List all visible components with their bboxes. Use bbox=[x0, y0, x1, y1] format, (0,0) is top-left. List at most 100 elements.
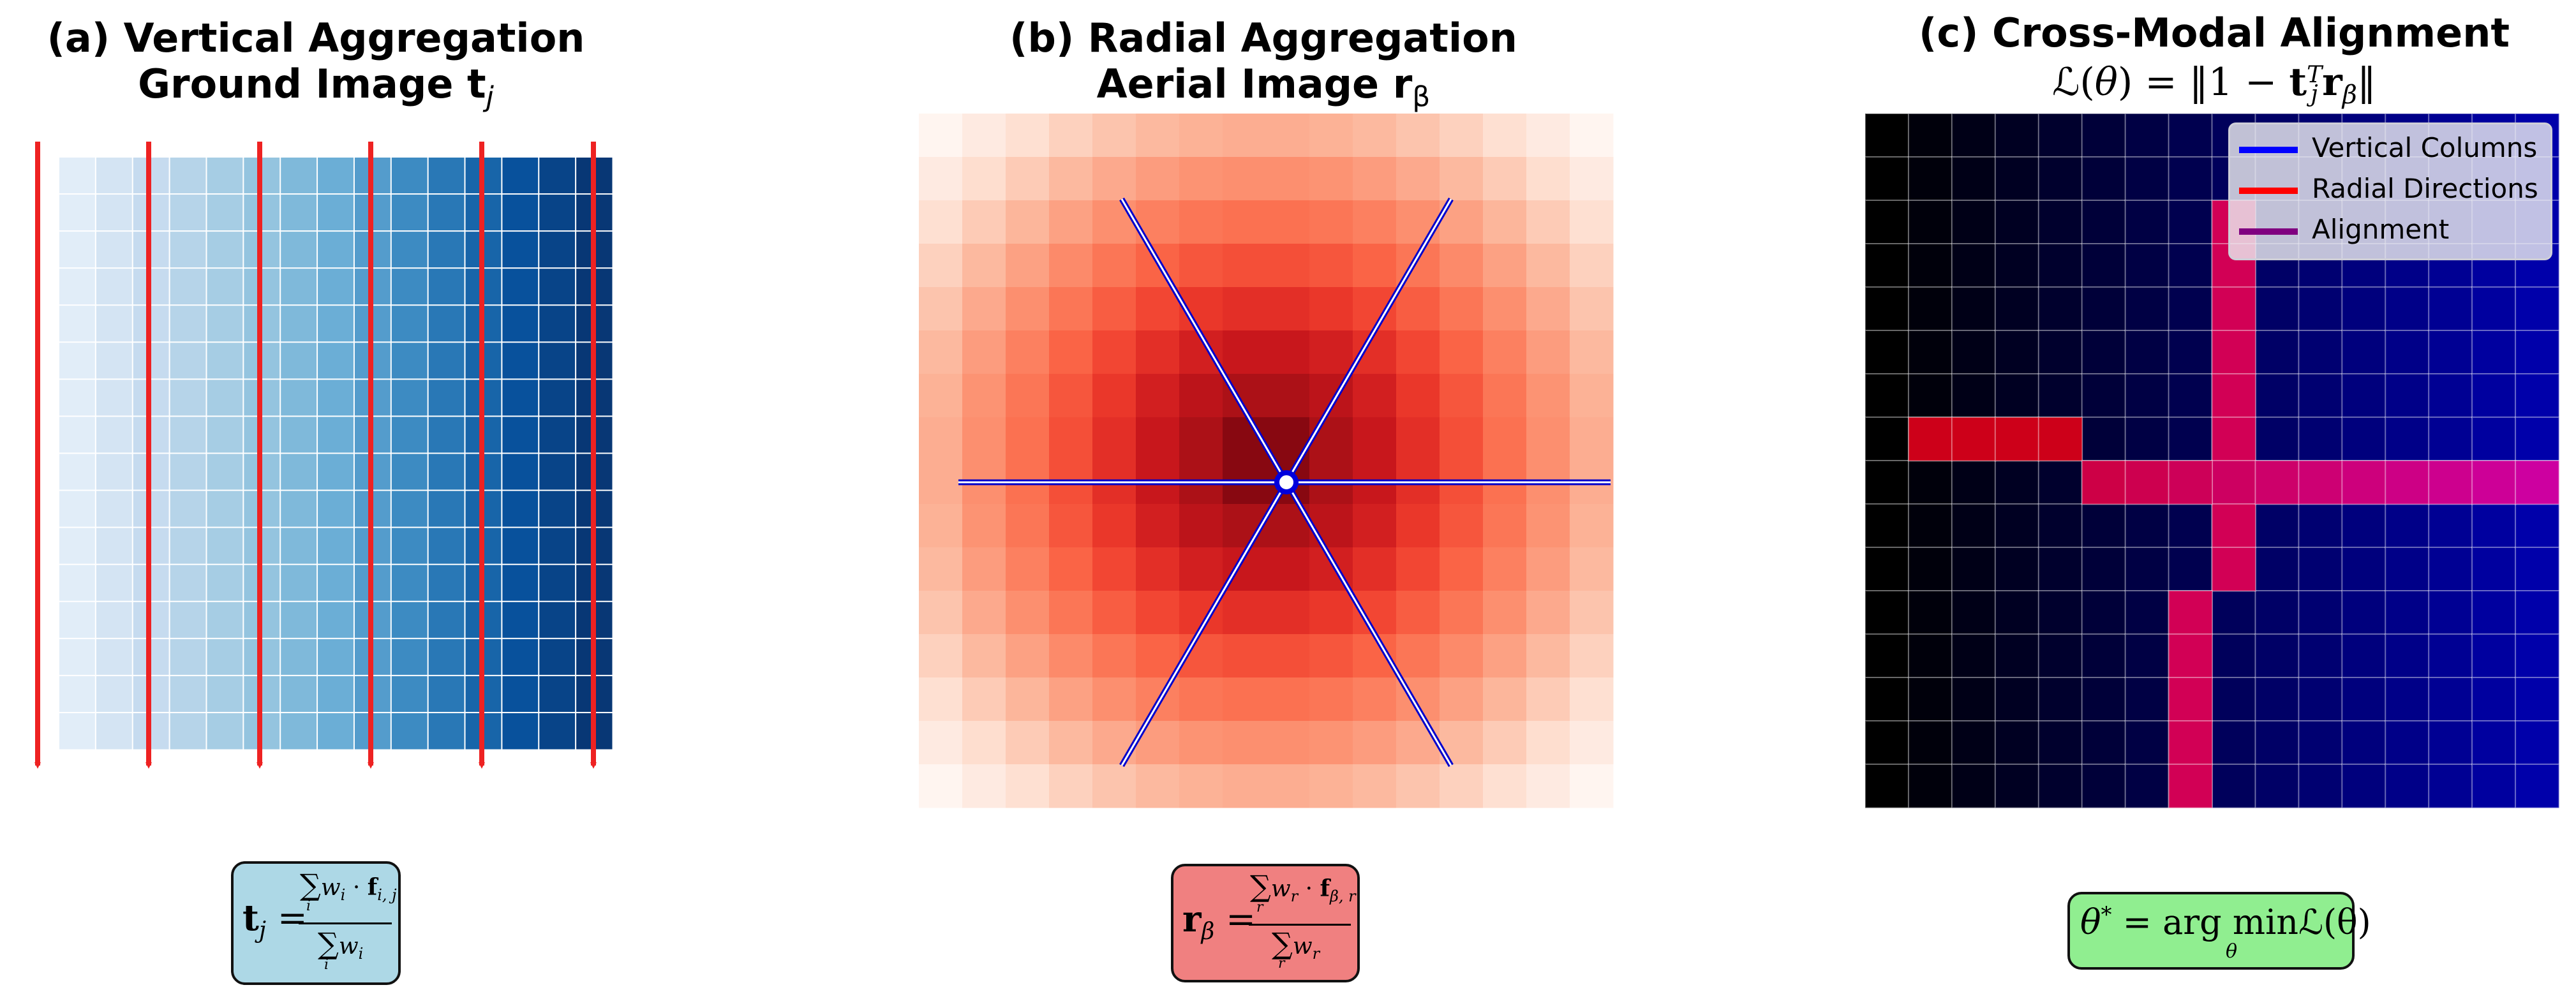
heatmap-cell bbox=[2037, 720, 2083, 766]
fb-num-idx: r bbox=[1256, 899, 1263, 915]
heatmap-cell bbox=[2515, 764, 2560, 809]
heatmap-highlight-cell bbox=[2211, 417, 2256, 462]
ground-cell bbox=[501, 156, 540, 195]
heatmap-cell bbox=[2471, 677, 2517, 722]
heatmap-cell bbox=[1907, 243, 1953, 288]
ground-cell bbox=[279, 304, 318, 343]
heatmap-cell bbox=[2341, 764, 2386, 809]
panel-c-title-line1: (c) Cross-Modal Alignment bbox=[1918, 10, 2510, 56]
ground-cell bbox=[94, 563, 134, 603]
ground-cell bbox=[427, 304, 466, 343]
heatmap-cell bbox=[1865, 547, 1910, 592]
ground-cell bbox=[390, 674, 429, 714]
radial-directions bbox=[958, 197, 1611, 767]
aerial-cell bbox=[1006, 721, 1050, 765]
aerial-cell bbox=[1483, 591, 1527, 635]
fa-lhs: t bbox=[242, 897, 259, 939]
aerial-cell bbox=[1483, 200, 1527, 244]
aerial-cell bbox=[1483, 677, 1527, 722]
ground-cell bbox=[168, 230, 207, 269]
heatmap-cell bbox=[2037, 547, 2083, 592]
aerial-cell bbox=[1223, 287, 1267, 331]
heatmap-cell bbox=[1994, 590, 2040, 635]
aerial-cell bbox=[919, 677, 963, 722]
aerial-cell bbox=[919, 547, 963, 591]
aerial-cell bbox=[1006, 374, 1050, 418]
aerial-cell bbox=[1006, 764, 1050, 808]
ground-cell bbox=[58, 452, 97, 492]
loss-close: ) = ‖1 − bbox=[2117, 60, 2289, 105]
aerial-cell bbox=[1266, 157, 1310, 201]
aerial-cell bbox=[1570, 200, 1614, 244]
heatmap-highlight-cell bbox=[1951, 417, 1997, 462]
ground-cell bbox=[316, 415, 355, 454]
aerial-cell bbox=[1570, 330, 1614, 374]
ground-cell bbox=[390, 415, 429, 454]
heatmap-cell bbox=[1994, 633, 2040, 679]
ground-cell bbox=[316, 674, 355, 714]
ground-cell bbox=[168, 267, 207, 306]
aerial-cell bbox=[1309, 504, 1353, 548]
heatmap-cell bbox=[2037, 286, 2083, 332]
heatmap-cell bbox=[2124, 677, 2170, 722]
fb-num-f-sub: β, r bbox=[1330, 887, 1356, 906]
heatmap-cell bbox=[1865, 720, 1910, 766]
aerial-cell bbox=[1179, 721, 1223, 765]
aerial-cell bbox=[1049, 114, 1093, 158]
aerial-cell bbox=[1309, 417, 1353, 461]
heatmap-highlight-cell bbox=[2515, 460, 2560, 505]
heatmap-cell bbox=[2471, 330, 2517, 375]
heatmap-cell bbox=[2081, 156, 2127, 202]
aerial-cell bbox=[1049, 287, 1093, 331]
heatmap-cell bbox=[2211, 633, 2256, 679]
panel-b-title-line1: (b) Radial Aggregation bbox=[1009, 15, 1517, 61]
ground-cell bbox=[538, 711, 577, 751]
ground-cell bbox=[501, 489, 540, 529]
ground-cell bbox=[205, 341, 244, 380]
heatmap-cell bbox=[2341, 677, 2386, 722]
heatmap-cell bbox=[1994, 373, 2040, 418]
aerial-cell bbox=[1006, 244, 1050, 288]
heatmap-cell bbox=[2037, 113, 2083, 158]
ground-cell bbox=[205, 674, 244, 714]
aerial-cell bbox=[1092, 417, 1136, 461]
aerial-cell bbox=[1309, 634, 1353, 678]
ground-cell bbox=[58, 378, 97, 417]
heatmap-cell bbox=[1865, 330, 1910, 375]
heatmap-cell bbox=[2515, 633, 2560, 679]
aerial-cell bbox=[1266, 634, 1310, 678]
heatmap-cell bbox=[2124, 243, 2170, 288]
ground-cell bbox=[390, 378, 429, 417]
aerial-cell bbox=[1483, 287, 1527, 331]
heatmap-cell bbox=[2168, 547, 2213, 592]
aerial-cell bbox=[1136, 330, 1180, 374]
fb-lhs: r bbox=[1182, 898, 1202, 940]
heatmap-cell bbox=[1994, 286, 2040, 332]
aerial-cell bbox=[1136, 764, 1180, 808]
heatmap-highlight-cell bbox=[2254, 460, 2300, 505]
aerial-cell bbox=[1266, 547, 1310, 591]
aerial-cell bbox=[1092, 114, 1136, 158]
heatmap-cell bbox=[1994, 547, 2040, 592]
aerial-cell bbox=[1223, 764, 1267, 808]
aerial-cell bbox=[1136, 287, 1180, 331]
ground-cell bbox=[316, 489, 355, 529]
aerial-cell bbox=[1396, 374, 1440, 418]
ground-cell bbox=[538, 341, 577, 380]
legend-item-vertical-columns: Vertical Columns bbox=[2239, 132, 2537, 164]
heatmap-cell bbox=[2254, 633, 2300, 679]
aerial-cell bbox=[1092, 244, 1136, 288]
ground-cell bbox=[94, 489, 134, 529]
heatmap-cell bbox=[1951, 330, 1997, 375]
ground-cell bbox=[94, 600, 134, 640]
heatmap-cell bbox=[2428, 720, 2473, 766]
heatmap-cell bbox=[2254, 547, 2300, 592]
ground-cell bbox=[58, 711, 97, 751]
heatmap-cell bbox=[1994, 330, 2040, 375]
heatmap-highlight-cell bbox=[2168, 720, 2213, 766]
heatmap-cell bbox=[1865, 460, 1910, 505]
aerial-cell bbox=[1526, 591, 1570, 635]
aerial-cell bbox=[1526, 244, 1570, 288]
ground-cell bbox=[501, 341, 540, 380]
